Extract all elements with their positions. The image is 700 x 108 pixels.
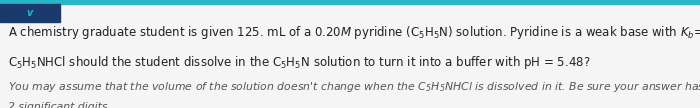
Text: You may assume that the volume of the solution doesn't change when the $\mathreg: You may assume that the volume of the so…: [8, 80, 700, 94]
FancyBboxPatch shape: [0, 0, 700, 4]
Text: 2 significant digits.: 2 significant digits.: [8, 102, 111, 108]
Text: $\mathregular{C_5H_5}$NHCl should the student dissolve in the $\mathregular{C_5H: $\mathregular{C_5H_5}$NHCl should the st…: [8, 54, 591, 71]
FancyBboxPatch shape: [0, 4, 60, 22]
Text: A chemistry graduate student is given 125. mL of a 0.20$M$ pyridine $(\mathregul: A chemistry graduate student is given 12…: [8, 24, 700, 43]
Text: v: v: [27, 8, 33, 18]
